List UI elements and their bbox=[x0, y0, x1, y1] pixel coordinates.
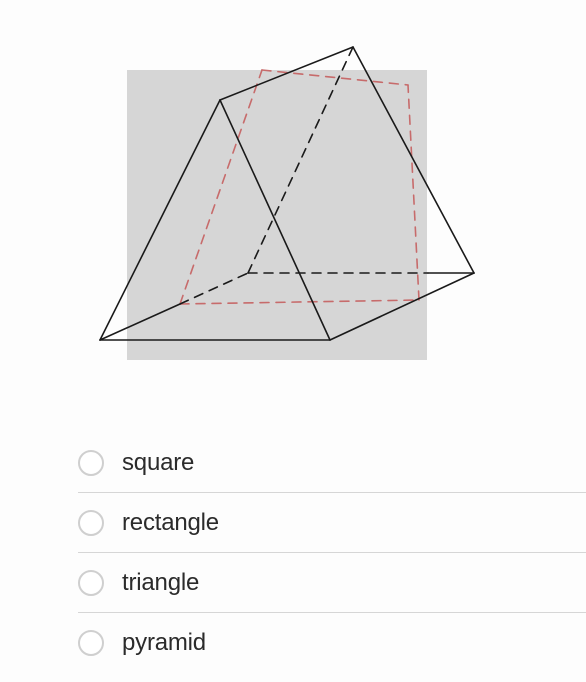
option-label: triangle bbox=[122, 569, 199, 597]
radio-icon bbox=[78, 510, 104, 536]
radio-icon bbox=[78, 630, 104, 656]
prism-diagram bbox=[0, 0, 586, 400]
option-pyramid[interactable]: pyramid bbox=[78, 613, 586, 672]
radio-icon bbox=[78, 450, 104, 476]
option-square[interactable]: square bbox=[78, 433, 586, 493]
option-label: square bbox=[122, 449, 194, 477]
option-label: pyramid bbox=[122, 629, 206, 657]
option-triangle[interactable]: triangle bbox=[78, 553, 586, 613]
options-list: square rectangle triangle pyramid bbox=[78, 433, 586, 672]
option-rectangle[interactable]: rectangle bbox=[78, 493, 586, 553]
question-page: square rectangle triangle pyramid bbox=[0, 0, 586, 682]
option-label: rectangle bbox=[122, 509, 219, 537]
diagram-container bbox=[0, 0, 586, 400]
radio-icon bbox=[78, 570, 104, 596]
